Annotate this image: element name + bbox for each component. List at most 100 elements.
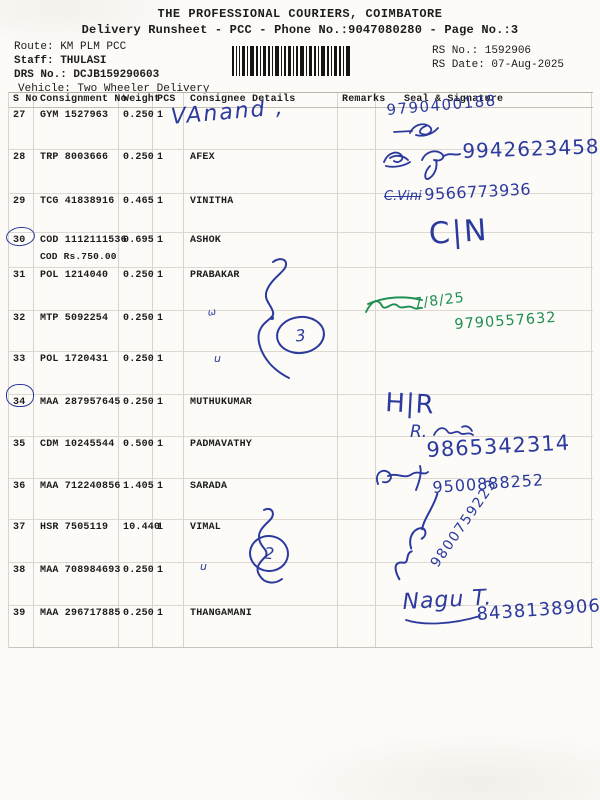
cell-consignment: MAA 712240856 bbox=[34, 479, 120, 519]
cell-sno: 38 bbox=[9, 563, 34, 605]
page-title: THE PROFESSIONAL COURIERS, COIMBATORE bbox=[157, 7, 443, 21]
cell-seal bbox=[376, 563, 592, 605]
cell-consignee: THANGAMANI bbox=[184, 606, 338, 647]
col-consignee: Consignee Details bbox=[184, 93, 338, 107]
cell-consignee: AFEX bbox=[184, 150, 338, 193]
table-row: 27 GYM 1527963 0.250 1 bbox=[9, 108, 593, 150]
route-line: Route: KM PLM PCC bbox=[14, 41, 127, 53]
cell-seal bbox=[376, 311, 592, 351]
page-subtitle: Delivery Runsheet - PCC - Phone No.:9047… bbox=[81, 23, 519, 37]
tick-mark: u bbox=[200, 560, 207, 573]
cell-consignee: PRABAKAR bbox=[184, 268, 338, 310]
cell-remarks bbox=[338, 352, 376, 394]
cell-seal bbox=[376, 108, 592, 149]
cell-consignment: MAA 296717885 bbox=[34, 606, 120, 647]
cell-weight: 0.250 bbox=[119, 108, 154, 149]
cell-sno: 32 bbox=[9, 311, 34, 351]
table-row: 39 MAA 296717885 0.250 1 THANGAMANI bbox=[9, 606, 593, 648]
circled-sno-34 bbox=[6, 384, 34, 407]
col-seal: Seal & Signature bbox=[376, 93, 592, 107]
cell-consignment: CDM 10245544 bbox=[34, 437, 119, 478]
cell-weight: 0.250 bbox=[119, 150, 154, 193]
signature-scribble-green bbox=[365, 296, 423, 313]
cell-weight: 0.465 bbox=[119, 194, 154, 232]
tick-mark: u bbox=[214, 352, 221, 365]
cell-consignment: TCG 41838916 bbox=[34, 194, 119, 232]
table-header-row: S No Consignment No Weight PCS Consignee… bbox=[9, 93, 593, 108]
table-row: 28 TRP 8003666 0.250 1 AFEX bbox=[9, 150, 593, 194]
cell-pcs: 1 bbox=[153, 194, 184, 232]
cell-pcs: 1 bbox=[153, 233, 184, 267]
cell-consignee bbox=[184, 563, 338, 605]
cod-amount: COD Rs.750.00 bbox=[40, 251, 117, 262]
drs-number-line: DRS No.: DCJB159290603 bbox=[14, 69, 160, 81]
cell-pcs: 1 bbox=[153, 437, 184, 478]
cell-remarks bbox=[338, 606, 376, 647]
table-row: 33 POL 1720431 0.250 1 bbox=[9, 352, 593, 395]
cell-sno: 34 bbox=[9, 395, 34, 436]
cell-seal bbox=[376, 352, 592, 394]
table-row: 30 COD 1112111536 COD Rs.750.00 0.695 1 … bbox=[9, 233, 593, 268]
cell-remarks bbox=[338, 194, 376, 232]
cell-weight: 0.695 bbox=[119, 233, 154, 267]
cell-seal bbox=[376, 233, 592, 267]
col-sno: S No bbox=[9, 93, 38, 107]
cell-consignee: MUTHUKUMAR bbox=[184, 395, 338, 436]
cell-consignment: GYM 1527963 bbox=[34, 108, 119, 149]
handwritten-phone-28: 9942623458 bbox=[461, 134, 600, 163]
cell-pcs: 1 bbox=[153, 268, 184, 310]
cell-weight: 1.405 bbox=[119, 479, 154, 519]
cell-pcs: 1 bbox=[153, 352, 184, 394]
cell-weight: 10.440 bbox=[119, 520, 160, 562]
cell-pcs: 1 bbox=[153, 520, 184, 562]
cell-consignment: MTP 5092254 bbox=[34, 311, 119, 351]
cell-sno: 28 bbox=[9, 150, 34, 193]
table-row: 36 MAA 712240856 1.405 1 SARADA bbox=[9, 479, 593, 520]
cell-consignment: POL 1214040 bbox=[34, 268, 119, 310]
col-remarks: Remarks bbox=[338, 93, 385, 107]
signature-scribble-36 bbox=[376, 465, 429, 491]
rs-number-line: RS No.: 1592906 bbox=[432, 45, 532, 57]
cell-pcs: 1 bbox=[153, 108, 184, 149]
table-row: 32 MTP 5092254 0.250 1 bbox=[9, 311, 593, 352]
group-brace-37-38 bbox=[256, 508, 283, 584]
cell-remarks bbox=[338, 150, 376, 193]
signature-scribble-27 bbox=[393, 123, 439, 137]
cell-weight: 0.250 bbox=[119, 268, 154, 310]
cell-sno: 27 bbox=[9, 108, 34, 149]
col-weight: Weight bbox=[119, 93, 160, 107]
cell-consignment: HSR 7505119 bbox=[34, 520, 119, 562]
cell-consignment: POL 1720431 bbox=[34, 352, 119, 394]
cell-remarks bbox=[338, 479, 376, 519]
rs-date-line: RS Date: 07-Aug-2025 bbox=[432, 59, 565, 71]
table-row: 31 POL 1214040 0.250 1 PRABAKAR bbox=[9, 268, 593, 311]
cell-pcs: 1 bbox=[153, 606, 184, 647]
cell-pcs: 1 bbox=[153, 479, 184, 519]
cell-pcs: 1 bbox=[153, 395, 184, 436]
cell-seal bbox=[376, 194, 592, 232]
tick-mark: ω bbox=[206, 306, 217, 319]
cell-sno: 37 bbox=[9, 520, 34, 562]
cell-seal bbox=[376, 479, 592, 519]
cell-remarks bbox=[338, 108, 376, 149]
cell-remarks bbox=[338, 563, 376, 605]
cell-sno: 31 bbox=[9, 268, 34, 310]
cell-seal bbox=[376, 150, 592, 193]
cell-consignment: MAA 287957645 bbox=[34, 395, 120, 436]
cell-consignment: MAA 708984693 bbox=[34, 563, 120, 605]
group-brace-31-33 bbox=[257, 258, 290, 379]
cell-weight: 0.250 bbox=[119, 563, 154, 605]
cell-consignment: TRP 8003666 bbox=[34, 150, 119, 193]
cell-sno: 33 bbox=[9, 352, 34, 394]
cell-consignee bbox=[184, 311, 338, 351]
signature-underline-39 bbox=[405, 615, 481, 625]
signature-scribble-37 bbox=[394, 492, 439, 581]
table-row: 37 HSR 7505119 10.440 1 VIMAL bbox=[9, 520, 593, 563]
cell-sno: 29 bbox=[9, 194, 34, 232]
cell-consignee: VINITHA bbox=[184, 194, 338, 232]
cell-consignee: PADMAVATHY bbox=[184, 437, 338, 478]
barcode bbox=[232, 46, 350, 76]
table-row: 35 CDM 10245544 0.500 1 PADMAVATHY bbox=[9, 437, 593, 479]
staff-line: Staff: THULASI bbox=[14, 55, 107, 67]
